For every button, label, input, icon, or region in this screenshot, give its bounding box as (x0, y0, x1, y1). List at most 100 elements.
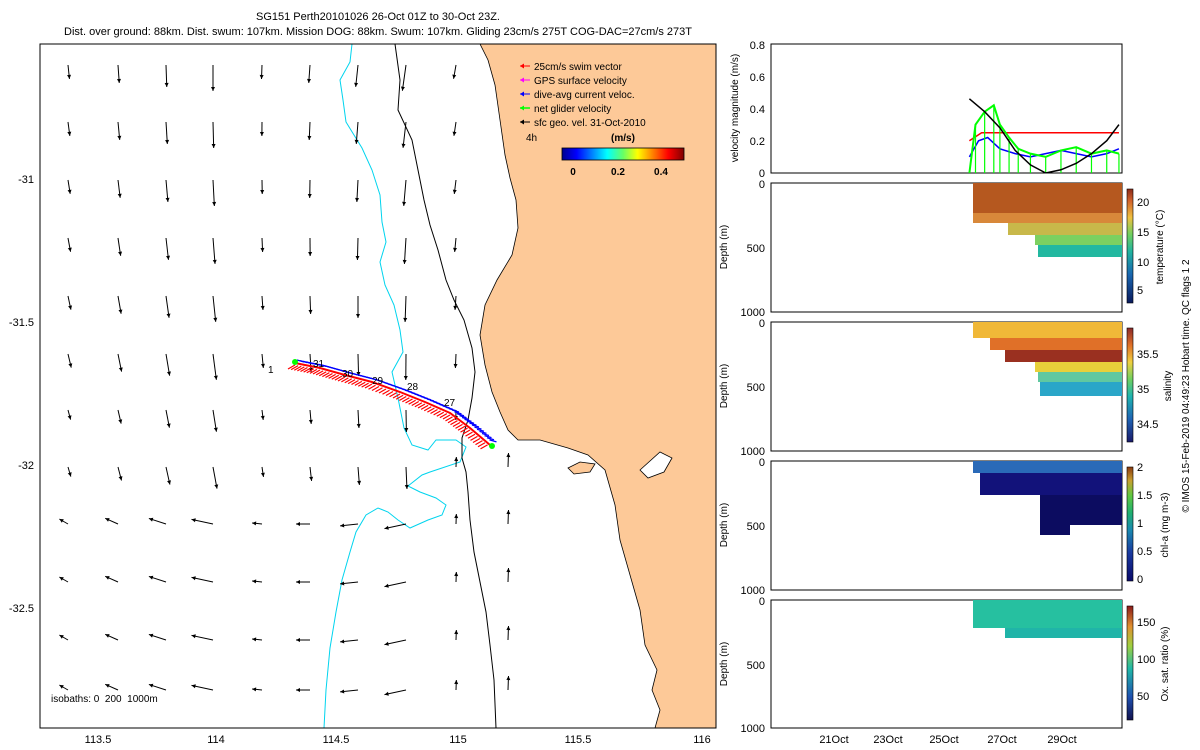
map-y-axis: -31 -31.5 -32 -32.5 (9, 174, 34, 615)
velocity-arrow (117, 121, 122, 140)
temperature-colorbar (1126, 188, 1134, 304)
salinity-section (973, 322, 1122, 396)
swim-vector-mark (417, 403, 426, 409)
velocity-arrow (454, 629, 459, 641)
velocity-arrow (212, 179, 217, 206)
legend-swim-vector: 25cm/s swim vector (520, 62, 622, 73)
velocity-arrow (59, 518, 69, 525)
map-x-axis: 113.5 114 114.5 115 115.5 116 (85, 734, 711, 746)
x-tick-label: 114 (207, 734, 225, 746)
swim-vector-mark (480, 444, 488, 450)
velocity-arrow (356, 353, 361, 377)
colorbar-tick-2: 0.4 (654, 167, 668, 178)
velocity-arrow (117, 237, 123, 256)
p3-cbar-label: salinity (1163, 371, 1174, 402)
map-panel: 25cm/s swim vector GPS surface velocity … (9, 43, 717, 746)
velocity-arrow (67, 409, 72, 420)
velocity-arrow (452, 64, 457, 79)
velocity-arrow (452, 179, 457, 194)
velocity-arrow (506, 509, 511, 525)
day-label: 1 (268, 365, 274, 376)
velocity-arrow (402, 237, 407, 264)
velocity-arrow (116, 64, 121, 83)
swim-vector-mark (405, 398, 413, 404)
velocity-arrow (452, 121, 457, 136)
swim-vector-mark (341, 377, 349, 383)
svg-text:sfc geo. vel. 31-Oct-2010: sfc geo. vel. 31-Oct-2010 (534, 118, 646, 129)
dac-mark (459, 415, 467, 419)
velocity-arrow (355, 179, 360, 202)
velocity-arrow (191, 518, 214, 525)
p4-ylabel: Depth (m) (719, 503, 730, 547)
velocity-series-3 (968, 98, 1120, 173)
velocity-arrow (252, 687, 263, 692)
velocity-arrow (59, 576, 69, 583)
oxygen-section (973, 600, 1122, 638)
velocity-arrow (212, 466, 219, 489)
p4-ytick: 500 (747, 521, 765, 533)
p1-ytick: 0.4 (750, 104, 765, 116)
velocity-arrow (307, 64, 312, 83)
swim-vector-mark (462, 429, 471, 435)
velocity-arrow (252, 637, 263, 642)
swim-vector-mark (433, 410, 441, 416)
y-tick-label: -32.5 (9, 603, 34, 615)
swim-vector-mark (378, 388, 387, 394)
p3-ytick: 1000 (741, 446, 765, 458)
dac-mark (464, 418, 472, 422)
colorbar-title: (m/s) (611, 133, 635, 144)
dac-mark (484, 435, 492, 439)
swim-vector-mark (382, 389, 390, 395)
day-labels: 31 30 29 28 27 1 (268, 359, 456, 409)
swim-vector-mark (398, 395, 407, 402)
velocity-arrow (117, 409, 123, 424)
swim-vector-mark (460, 427, 468, 433)
date-tick: 29Oct (1047, 734, 1076, 746)
chlorophyll-section (973, 461, 1122, 535)
map-legend: 25cm/s swim vector GPS surface velocity … (520, 62, 685, 178)
oxygen-panel: 0 500 1000 Depth (m) 150 100 50 Ox. sat.… (719, 596, 1171, 746)
velocity-arrow (340, 639, 359, 644)
velocity-arrow (165, 409, 171, 428)
velocity-arrow (165, 466, 171, 485)
velocity-arrow (384, 581, 407, 588)
p2-ytick: 500 (747, 243, 765, 255)
velocity-arrow (354, 121, 359, 144)
swim-vector-mark (450, 420, 458, 426)
x-tick-label: 113.5 (85, 734, 112, 746)
velocity-arrow (212, 353, 218, 380)
x-tick-label: 114.5 (323, 734, 350, 746)
cbar-tick: 10 (1137, 257, 1149, 269)
x-tick-label: 115 (449, 734, 467, 746)
p2-cbar-label: temperature (°C) (1155, 210, 1166, 285)
cbar-tick: 2 (1137, 462, 1143, 474)
velocity-arrow (356, 296, 360, 318)
velocity-arrow (453, 295, 458, 311)
x-tick-label: 116 (693, 734, 711, 746)
dac-mark (469, 422, 477, 426)
velocity-arrow (165, 295, 171, 318)
swim-vector-mark (344, 378, 353, 384)
cbar-tick: 5 (1137, 285, 1143, 297)
velocity-arrow (400, 64, 407, 91)
p1-ylabel: velocity magnitude (m/s) (730, 54, 741, 162)
velocity-arrow (357, 466, 362, 485)
salinity-panel: 0 500 1000 Depth (m) 35.5 35 34.5 salini… (719, 318, 1174, 458)
chlorophyll-panel: 0 500 1000 Depth (m) 2 1.5 1 0.5 0 chl-a… (719, 457, 1171, 597)
velocity-arrow (212, 295, 218, 322)
isobath-1000m (394, 44, 497, 728)
velocity-arrow (384, 689, 407, 696)
p4-ytick: 0 (759, 457, 765, 469)
velocity-arrow (260, 237, 265, 253)
velocity-arrow (454, 456, 459, 468)
y-tick-label: -31.5 (9, 317, 34, 329)
velocity-arrow (296, 580, 310, 584)
swim-vector-mark (467, 433, 476, 439)
svg-text:GPS surface velocity: GPS surface velocity (534, 76, 627, 87)
cbar-tick: 34.5 (1137, 419, 1158, 431)
swim-vector-mark (427, 407, 435, 413)
velocity-arrow (165, 179, 170, 202)
swim-vector-mark (477, 442, 486, 448)
swim-vector-mark (351, 379, 359, 386)
